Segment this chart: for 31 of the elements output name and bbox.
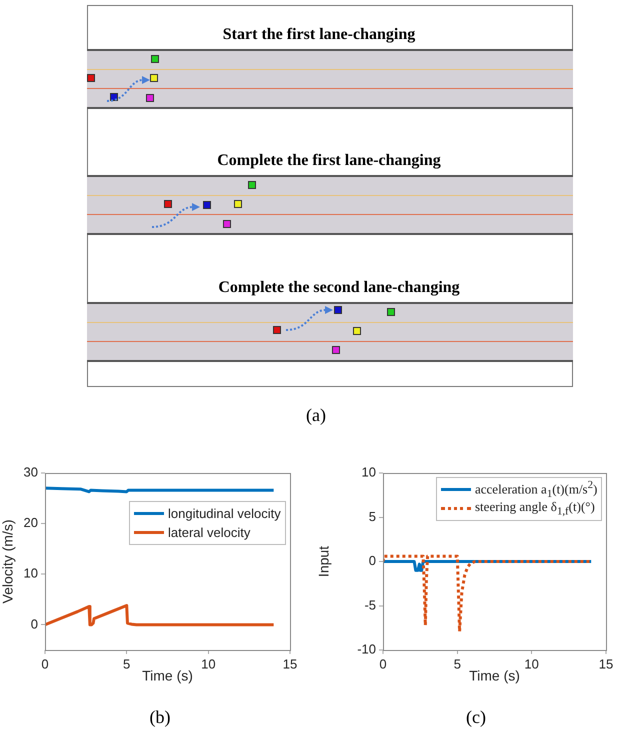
y-tick-label: 20 [24, 515, 38, 530]
text: (b) [150, 707, 170, 728]
legend-label: acceleration a$_{1}$(t)(m/s$^{2}$) [475, 479, 598, 500]
y-tick-label: -5 [364, 597, 376, 612]
x-tick-label: 15 [598, 656, 614, 672]
y-tick-label: -10 [357, 642, 376, 657]
y-tick-label: 10 [362, 464, 376, 480]
legend-label: longitudinal velocity [168, 506, 281, 521]
text: Complete the first lane-changing [217, 152, 441, 170]
y-tick-label: 0 [30, 616, 38, 632]
text: Start the first lane-changing [222, 26, 416, 44]
x-tick-label: 10 [524, 656, 539, 672]
x-axis-title: Time (s) [142, 667, 193, 684]
x-tick-label: 0 [41, 656, 49, 672]
x-tick-label: 15 [282, 656, 298, 672]
x-axis-title: Time (s) [469, 667, 520, 684]
y-axis-title: Velocity (m/s) [0, 519, 16, 604]
legend-label: steering angle δ$_{1,f}$(t)(°) [475, 499, 595, 518]
y-axis-title: Input [315, 546, 332, 578]
text: (a) [306, 405, 326, 426]
x-tick-label: 5 [123, 656, 130, 672]
text: Complete the second lane-changing [218, 279, 460, 297]
legend-label: lateral velocity [168, 525, 250, 540]
text: (c) [466, 707, 486, 728]
x-tick-label: 10 [201, 656, 216, 672]
y-tick-label: 10 [24, 566, 38, 581]
y-tick-label: 5 [368, 508, 376, 524]
x-tick-label: 0 [379, 656, 387, 672]
y-tick-label: 0 [368, 553, 376, 568]
y-tick-label: 30 [24, 464, 38, 480]
x-tick-label: 5 [454, 656, 461, 672]
